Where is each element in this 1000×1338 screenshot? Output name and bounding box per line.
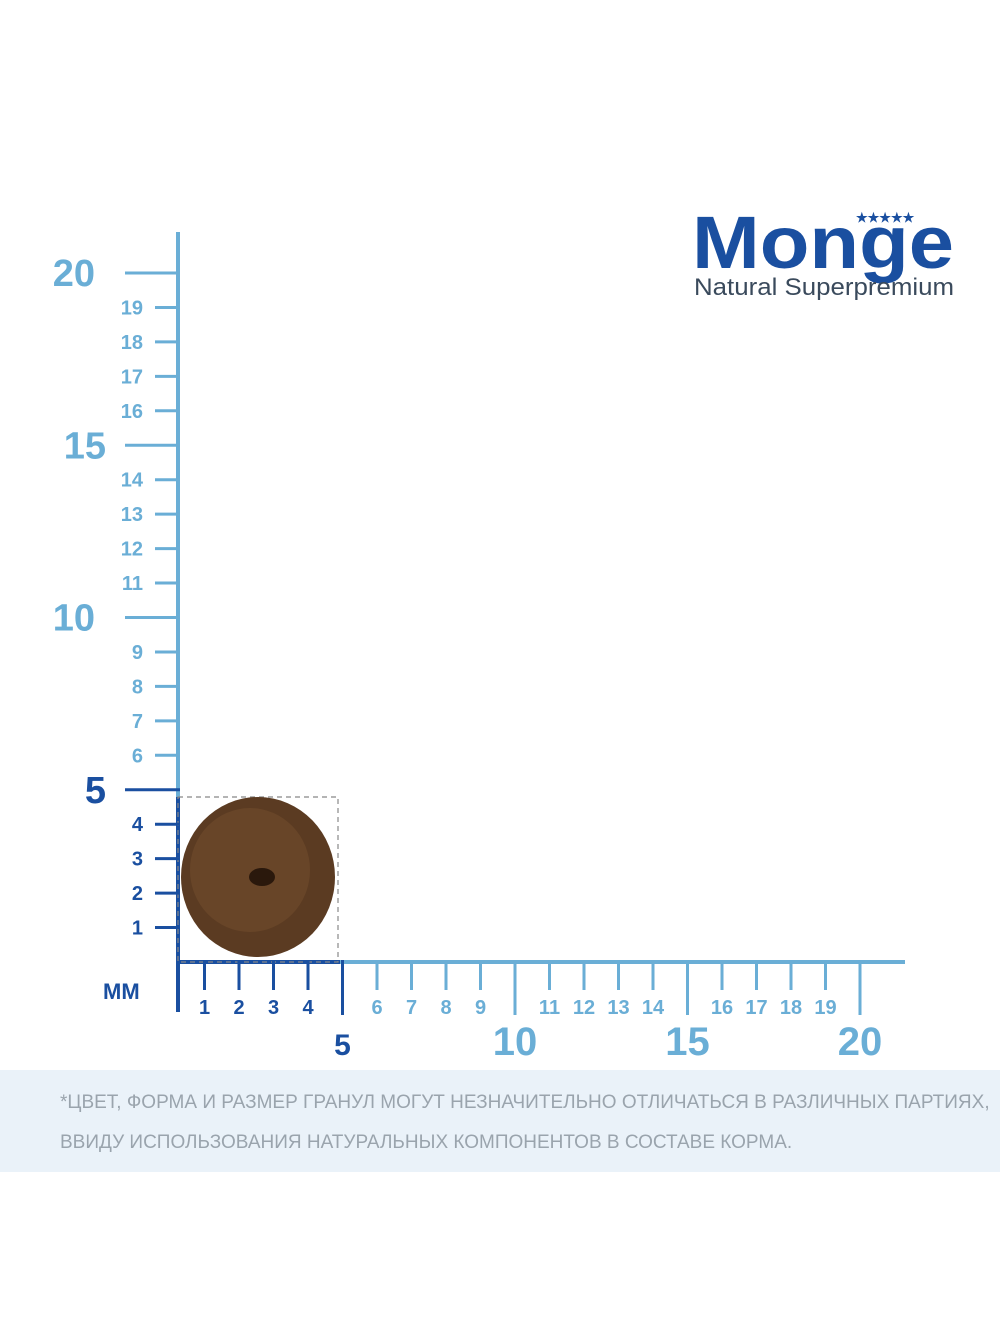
x-tick-label: 4 bbox=[302, 997, 314, 1019]
x-tick-label: 1 bbox=[199, 997, 210, 1019]
x-tick-label: 2 bbox=[233, 997, 244, 1019]
x-tick-label: 7 bbox=[406, 997, 417, 1019]
x-tick-label: 11 bbox=[539, 997, 560, 1019]
x-tick-label: 15 bbox=[665, 1020, 710, 1064]
y-tick-label: 6 bbox=[132, 745, 143, 767]
y-tick-label: 16 bbox=[121, 401, 143, 423]
x-tick-label: 12 bbox=[573, 997, 595, 1019]
x-tick-label: 8 bbox=[440, 997, 451, 1019]
y-tick-label: 15 bbox=[64, 425, 106, 467]
y-tick-label: 14 bbox=[121, 470, 144, 492]
y-tick-label: 2 bbox=[132, 883, 143, 905]
y-tick-label: 4 bbox=[132, 814, 144, 836]
x-tick-label: 10 bbox=[493, 1020, 538, 1064]
y-tick-label: 9 bbox=[132, 642, 143, 664]
disclaimer-line: ВВИДУ ИСПОЛЬЗОВАНИЯ НАТУРАЛЬНЫХ КОМПОНЕН… bbox=[60, 1132, 792, 1153]
x-tick-label: 5 bbox=[334, 1029, 351, 1062]
y-tick-label: 19 bbox=[121, 297, 143, 319]
x-tick-label: 6 bbox=[371, 997, 382, 1019]
brand: Monge bbox=[692, 201, 954, 284]
x-tick-label: 20 bbox=[838, 1020, 883, 1064]
y-tick-label: 18 bbox=[121, 332, 143, 354]
size-box bbox=[177, 796, 339, 963]
y-tick-label: 3 bbox=[132, 849, 143, 871]
y-tick-label: 10 bbox=[53, 598, 95, 640]
x-tick-label: 3 bbox=[268, 997, 279, 1019]
y-tick-label: 5 bbox=[85, 770, 106, 812]
unit-label: ММ bbox=[103, 979, 140, 1004]
disclaimer-line: *ЦВЕТ, ФОРМА И РАЗМЕР ГРАНУЛ МОГУТ НЕЗНА… bbox=[60, 1092, 990, 1113]
y-tick-label: 12 bbox=[121, 539, 143, 561]
y-tick-label: 11 bbox=[122, 573, 143, 595]
y-tick-label: 8 bbox=[132, 676, 143, 698]
kibble bbox=[181, 797, 335, 957]
x-tick-label: 14 bbox=[642, 997, 665, 1019]
y-tick-label: 1 bbox=[132, 918, 143, 940]
x-tick-label: 16 bbox=[711, 997, 733, 1019]
x-tick-label: 18 bbox=[780, 997, 802, 1019]
tagline: Natural Superpremium bbox=[694, 274, 954, 301]
x-tick-label: 13 bbox=[607, 997, 629, 1019]
y-tick-label: 7 bbox=[132, 711, 143, 733]
disclaimer-band bbox=[0, 1070, 1000, 1172]
y-tick-label: 17 bbox=[121, 366, 143, 388]
y-tick-label: 13 bbox=[121, 504, 143, 526]
y-tick-label: 20 bbox=[53, 253, 95, 295]
x-tick-label: 9 bbox=[475, 997, 486, 1019]
x-tick-label: 19 bbox=[814, 997, 836, 1019]
x-tick-label: 17 bbox=[745, 997, 767, 1019]
stars: ★★★★★ bbox=[856, 210, 915, 225]
